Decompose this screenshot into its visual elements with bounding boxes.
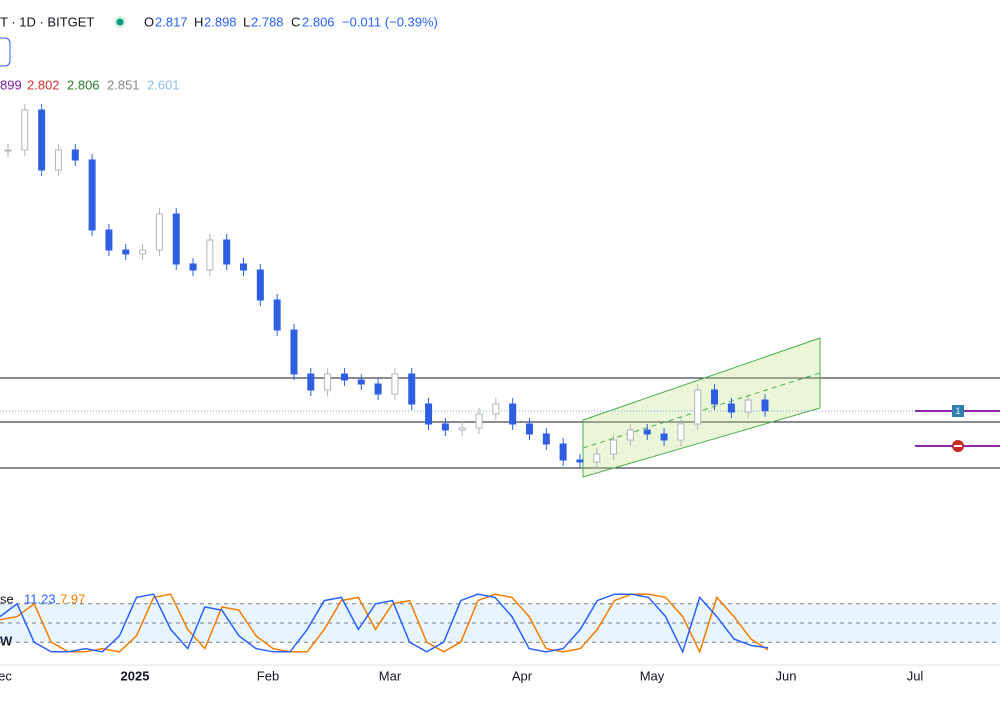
open-value: 2.817 <box>155 14 188 29</box>
candle <box>38 109 46 171</box>
candle <box>324 373 332 391</box>
x-axis-label: Apr <box>512 668 533 683</box>
candle <box>727 403 735 413</box>
status-dot <box>116 18 124 26</box>
candle <box>71 149 79 161</box>
symbol: T · 1D · BITGET <box>0 14 94 29</box>
close-label: C <box>291 14 300 29</box>
candle <box>307 373 315 391</box>
legend-value: 2.806 <box>67 77 100 92</box>
candle <box>374 383 382 395</box>
x-axis-label: May <box>640 668 665 683</box>
candle <box>492 403 500 415</box>
candle <box>542 433 550 445</box>
stoch-d-line <box>0 593 769 654</box>
candle <box>54 149 62 171</box>
candle <box>240 263 248 271</box>
change-value: −0.011 (−0.39%) <box>342 14 438 29</box>
candle <box>626 429 634 441</box>
candle <box>458 427 466 431</box>
candle <box>391 373 399 395</box>
x-axis-label: ec <box>0 668 12 683</box>
candle <box>761 399 769 412</box>
x-axis-label: Jun <box>776 668 797 683</box>
legend-value: 2.601 <box>147 77 180 92</box>
candle <box>105 229 113 251</box>
candle <box>357 379 365 385</box>
candle <box>677 423 685 441</box>
candle <box>189 263 197 271</box>
candle <box>643 429 651 435</box>
candle <box>88 159 96 231</box>
marker-box[interactable] <box>952 405 964 417</box>
candle <box>593 453 601 463</box>
candle <box>155 213 163 251</box>
legend-value: 899 <box>0 77 22 92</box>
marker-label: 1 <box>955 406 960 416</box>
candle <box>576 459 584 463</box>
candle <box>340 373 348 381</box>
candle <box>711 389 719 405</box>
legend-value: 2.851 <box>107 77 140 92</box>
candle <box>525 423 533 435</box>
x-axis-label: Jul <box>907 668 924 683</box>
candle <box>408 373 416 405</box>
candle <box>509 403 517 425</box>
candle <box>139 249 147 255</box>
x-axis-label: Feb <box>257 668 279 683</box>
stoch-k-line <box>0 593 769 654</box>
legend-value: 2.802 <box>27 77 60 92</box>
close-value: 2.806 <box>302 14 335 29</box>
candle <box>172 213 180 265</box>
legend-toggle[interactable] <box>0 37 11 67</box>
candle <box>21 109 29 151</box>
candle <box>4 149 12 152</box>
candle <box>273 299 281 331</box>
candle <box>660 433 668 441</box>
candle <box>206 239 214 271</box>
side-label: W <box>0 633 13 648</box>
candle <box>441 423 449 431</box>
candle <box>559 443 567 461</box>
stoch-k-value: 11.23 <box>24 591 56 606</box>
high-label: H <box>194 14 203 29</box>
low-value: 2.788 <box>251 14 284 29</box>
stoch-name: se <box>0 591 14 606</box>
candle <box>223 239 231 265</box>
candle <box>744 399 752 413</box>
candle <box>694 389 702 425</box>
x-axis-label: Mar <box>379 668 402 683</box>
high-value: 2.898 <box>204 14 237 29</box>
x-axis-label: 2025 <box>121 668 150 683</box>
candle <box>256 269 264 301</box>
candle <box>475 413 483 429</box>
candle <box>122 249 130 255</box>
low-label: L <box>243 14 250 29</box>
candle <box>425 403 433 425</box>
candle <box>290 329 298 375</box>
stoch-d-value: 7.97 <box>60 591 85 606</box>
parallel-channel <box>582 337 821 478</box>
open-label: O <box>144 14 154 29</box>
channel-midline <box>582 372 821 449</box>
candle <box>610 439 618 455</box>
